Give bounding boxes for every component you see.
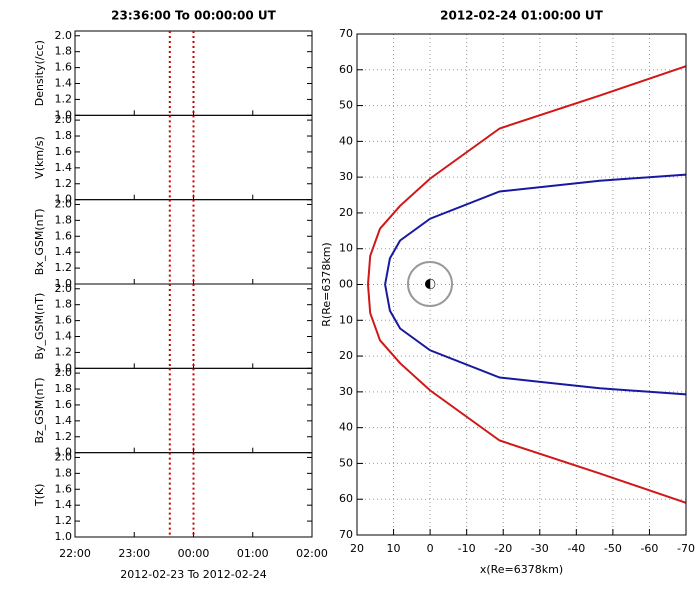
y-tick-label: 2.0 [55,113,73,126]
y-tick-label: 20 [339,206,353,219]
y-tick-label: 1.4 [55,245,73,258]
chart-title: 23:36:00 To 00:00:00 UT [111,9,277,23]
y-axis-label: Bz_GSM(nT) [33,377,46,443]
x-axis-label: 2012-02-23 To 2012-02-24 [120,568,266,581]
y-tick-label: 1.4 [55,77,73,90]
x-tick-label: 20 [350,542,364,555]
y-tick-label: 2.0 [55,282,73,295]
y-tick-label: 1.6 [55,61,73,74]
y-axis-label: T(K) [33,484,46,508]
y-tick-label: 1.4 [55,161,73,174]
y-tick-label: 1.6 [55,398,73,411]
x-tick-label: 22:00 [59,547,91,560]
y-tick-label: 1.4 [55,498,73,511]
x-tick-label: 00:00 [178,547,210,560]
y-tick-label: 1.8 [55,298,73,311]
y-tick-label: 1.0 [55,277,73,290]
y-tick-label: 2.0 [55,450,73,463]
y-tick-label: 70 [339,27,353,40]
y-tick-label: 2.0 [55,197,73,210]
x-tick-label: 02:00 [296,547,328,560]
y-tick-label: 1.2 [55,514,73,527]
y-tick-label: 1.2 [55,92,73,105]
y-tick-label: 30 [339,385,353,398]
x-tick-label: -50 [604,542,622,555]
x-tick-label: -30 [531,542,549,555]
y-tick-label: 1.2 [55,261,73,274]
y-tick-label: 30 [339,170,353,183]
x-tick-label: -10 [458,542,476,555]
plot-frame [356,33,687,536]
y-tick-label: 50 [339,456,353,469]
y-tick-label: 70 [339,528,353,541]
y-tick-label: 1.8 [55,213,73,226]
earth [407,261,453,307]
y-tick-label: 20 [339,349,353,362]
y-tick-label: 2.0 [55,366,73,379]
boundary-line [366,65,687,504]
y-tick-label: 1.0 [55,446,73,459]
y-tick-label: 1.0 [55,193,73,206]
x-tick-label: 0 [427,542,434,555]
earth-orbit [407,261,453,307]
earth-day [429,278,436,290]
y-tick-label: 60 [339,63,353,76]
y-tick-label: 1.8 [55,45,73,58]
x-tick-label: -60 [640,542,658,555]
y-tick-label: 50 [339,99,353,112]
y-tick-label: 1.6 [55,314,73,327]
chart-title: 2012-02-24 01:00:00 UT [440,9,604,23]
y-tick-label: 1.6 [55,229,73,242]
boundary-line [384,173,687,396]
y-tick-label: 1.8 [55,129,73,142]
y-tick-label: 1.0 [55,361,73,374]
y-tick-label: 1.2 [55,345,73,358]
y-tick-label: 00 [339,278,353,291]
y-tick-label: 1.2 [55,430,73,443]
y-axis-label: Density(/cc) [33,40,46,106]
x-tick-label: 10 [387,542,401,555]
y-tick-label: 10 [339,313,353,326]
x-tick-label: -40 [567,542,585,555]
y-tick-label: 1.8 [55,466,73,479]
y-axis-label: By_GSM(nT) [33,293,46,360]
y-tick-label: 1.6 [55,145,73,158]
y-tick-label: 40 [339,421,353,434]
y-axis-label: V(km/s) [33,136,46,179]
y-tick-label: 1.0 [55,108,73,121]
y-tick-label: 10 [339,242,353,255]
x-tick-label: 01:00 [237,547,269,560]
x-tick-label: -20 [494,542,512,555]
y-tick-label: 40 [339,134,353,147]
x-tick-label: -70 [677,542,695,555]
y-tick-label: 1.0 [55,530,73,543]
y-tick-label: 2.0 [55,29,73,42]
y-tick-label: 1.6 [55,482,73,495]
y-tick-label: 60 [339,492,353,505]
y-axis-label: Bx_GSM(nT) [33,208,46,275]
y-tick-label: 1.8 [55,382,73,395]
earth-night [425,279,430,289]
y-tick-label: 1.4 [55,414,73,427]
x-axis-label: x(Re=6378km) [480,563,563,576]
y-tick-label: 1.2 [55,177,73,190]
x-tick-label: 23:00 [118,547,150,560]
y-axis-label: R(Re=6378km) [320,242,333,326]
y-tick-label: 1.4 [55,330,73,343]
